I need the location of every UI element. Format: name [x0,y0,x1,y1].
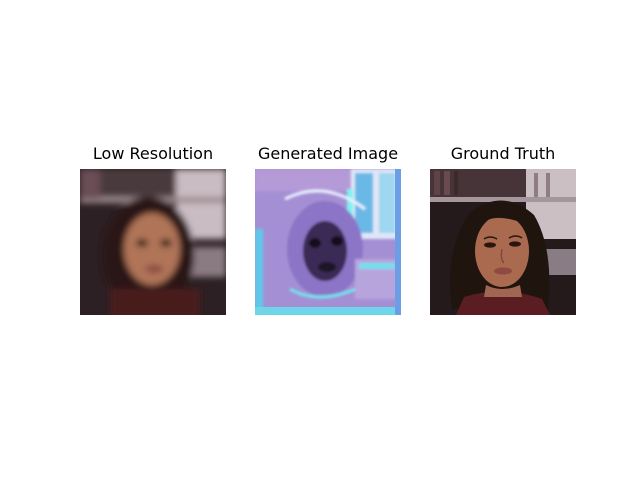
generated-image [255,169,401,315]
panel-title: Generated Image [257,144,399,163]
ground-truth-image [430,169,576,315]
panel-title: Ground Truth [450,144,556,163]
panel-title: Low Resolution [92,144,214,163]
low-resolution-image [80,169,226,315]
